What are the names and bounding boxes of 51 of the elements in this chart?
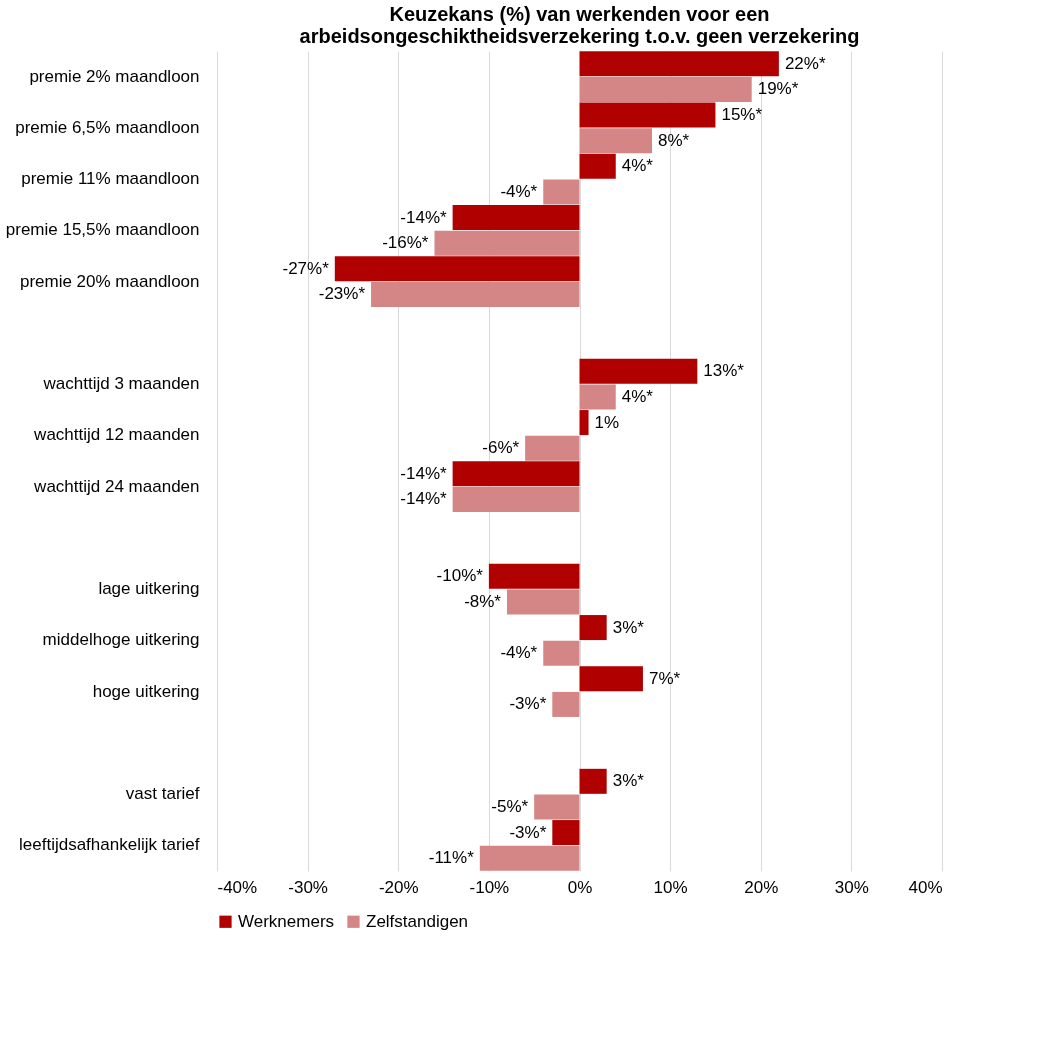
data-label: -3%* bbox=[509, 694, 547, 714]
x-tick-label: -30% bbox=[288, 877, 328, 897]
data-label: -11%* bbox=[428, 848, 475, 868]
data-label: -4%* bbox=[500, 181, 538, 201]
data-label: -10%* bbox=[436, 566, 484, 586]
data-label: -23%* bbox=[318, 284, 366, 304]
data-label: -14%* bbox=[400, 463, 447, 483]
y-tick-label: wachttijd 3 maanden bbox=[42, 374, 200, 394]
y-tick-label: middelhoge uitkering bbox=[42, 630, 200, 650]
x-tick-label: 30% bbox=[834, 877, 869, 897]
data-label: 7%* bbox=[648, 668, 681, 688]
y-tick-label: lage uitkering bbox=[98, 579, 200, 599]
data-label: -27%* bbox=[282, 258, 330, 278]
data-label: 4%* bbox=[621, 156, 654, 176]
data-label: -3%* bbox=[509, 822, 547, 842]
data-label: -14%* bbox=[400, 207, 447, 227]
y-tick-label: vast tarief bbox=[125, 784, 200, 804]
y-tick-label: premie 6,5% maandloon bbox=[15, 117, 200, 137]
data-label: -4%* bbox=[500, 643, 538, 663]
x-tick-label: 10% bbox=[653, 877, 688, 897]
data-label: 22%* bbox=[784, 53, 826, 73]
x-tick-label: -40% bbox=[217, 877, 258, 897]
data-label: -8%* bbox=[464, 591, 502, 611]
legend-label: Zelfstandigen bbox=[366, 911, 469, 931]
y-tick-label: wachttijd 12 maanden bbox=[33, 425, 200, 445]
chart-title: Keuzekans (%) van werkenden voor een arbeidsongeschiktheidsverzekering t.o.v. geen verzekering bbox=[299, 3, 860, 47]
data-label: 1% bbox=[594, 412, 620, 432]
data-label: 15%* bbox=[721, 105, 763, 125]
y-tick-label: premie 11% maandloon bbox=[21, 169, 200, 189]
data-label: 4%* bbox=[621, 386, 654, 406]
x-tick-label: 20% bbox=[744, 877, 779, 897]
y-tick-label: leeftijdsafhankelijk tarief bbox=[19, 835, 200, 855]
data-label: -5%* bbox=[491, 796, 529, 816]
x-tick-label: -20% bbox=[378, 877, 419, 897]
data-label: 3%* bbox=[612, 617, 645, 637]
x-tick-label: -10% bbox=[469, 877, 510, 897]
data-label: 8%* bbox=[658, 130, 690, 150]
data-label: 19%* bbox=[757, 79, 799, 99]
data-label: 13%* bbox=[703, 361, 745, 381]
y-tick-label: wachttijd 24 maanden bbox=[33, 476, 200, 496]
data-label: -6%* bbox=[482, 438, 520, 458]
legend-label: Werknemers bbox=[238, 911, 335, 931]
x-tick-label: 40% bbox=[908, 877, 943, 897]
y-tick-label: premie 20% maandloon bbox=[19, 271, 200, 291]
y-tick-label: premie 2% maandloon bbox=[29, 66, 200, 86]
data-label: -14%* bbox=[400, 489, 447, 509]
data-label: 3%* bbox=[612, 771, 645, 791]
x-tick-label: 0% bbox=[567, 877, 593, 897]
data-label: -16%* bbox=[382, 233, 429, 253]
y-tick-label: premie 15,5% maandloon bbox=[5, 220, 200, 240]
y-tick-label: hoge uitkering bbox=[92, 681, 200, 701]
